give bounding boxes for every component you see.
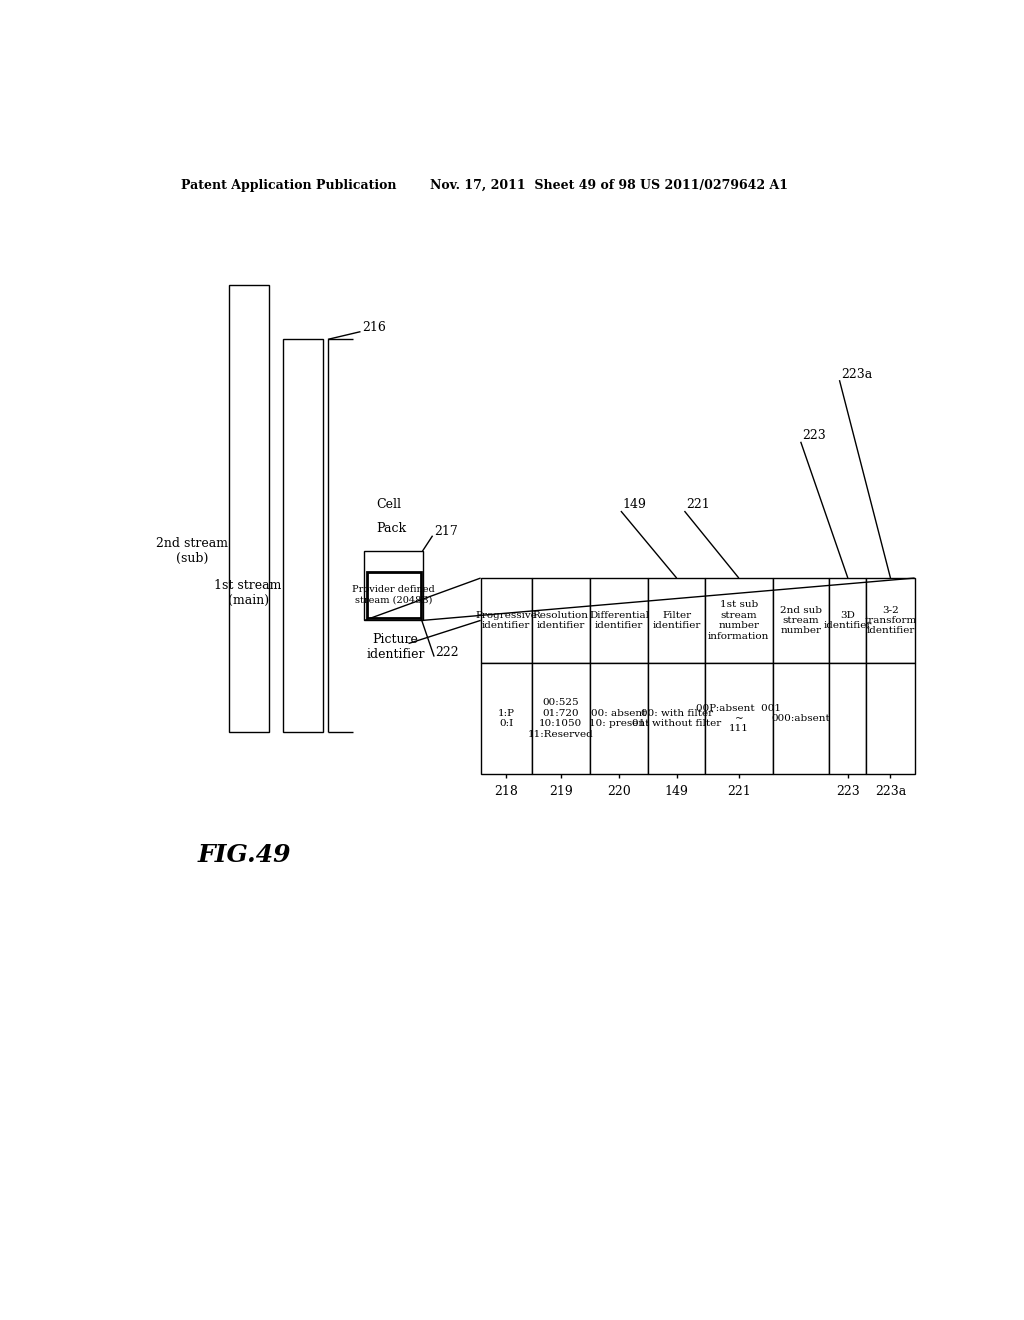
Bar: [772, 578, 829, 663]
Text: 1:P
0:I: 1:P 0:I: [498, 709, 515, 729]
Bar: [480, 578, 531, 663]
Bar: [829, 578, 866, 663]
Bar: [283, 339, 324, 733]
Text: Resolution
identifier: Resolution identifier: [532, 611, 589, 630]
Bar: [648, 663, 706, 775]
Text: 1st stream
(main): 1st stream (main): [214, 579, 282, 607]
Text: 220: 220: [607, 785, 631, 797]
Bar: [772, 663, 829, 775]
Text: Picture
identifier: Picture identifier: [367, 634, 425, 661]
Text: Filter
identifier: Filter identifier: [652, 611, 700, 630]
Text: 149: 149: [665, 785, 688, 797]
Text: 221: 221: [727, 785, 751, 797]
Bar: [706, 663, 772, 775]
Bar: [367, 572, 421, 618]
Text: 216: 216: [362, 321, 386, 334]
Bar: [365, 552, 423, 620]
Text: 3-2
transform
identifier: 3-2 transform identifier: [864, 606, 916, 635]
Text: 3D
identifier: 3D identifier: [823, 611, 872, 630]
Text: 00P:absent  001
~
111: 00P:absent 001 ~ 111: [696, 704, 781, 734]
Bar: [866, 578, 914, 663]
Text: 00: absent
10: present: 00: absent 10: present: [589, 709, 649, 729]
Bar: [648, 578, 706, 663]
Text: Patent Application Publication: Patent Application Publication: [180, 178, 396, 191]
Text: Pack: Pack: [377, 521, 407, 535]
Text: Provider defined
stream (2048B): Provider defined stream (2048B): [352, 585, 435, 605]
Text: Nov. 17, 2011  Sheet 49 of 98: Nov. 17, 2011 Sheet 49 of 98: [430, 178, 636, 191]
Text: FIG.49: FIG.49: [198, 843, 291, 867]
Bar: [829, 663, 866, 775]
Text: 223a: 223a: [874, 785, 906, 797]
Text: 223: 223: [802, 429, 826, 442]
Bar: [866, 663, 914, 775]
Text: 00: with filter
01: without filter: 00: with filter 01: without filter: [632, 709, 721, 729]
Text: Progressive
identifier: Progressive identifier: [475, 611, 538, 630]
Text: Differential
identifier: Differential identifier: [589, 611, 649, 630]
Text: 00:525
01:720
10:1050
11:Reserved: 00:525 01:720 10:1050 11:Reserved: [528, 698, 594, 739]
Bar: [590, 578, 648, 663]
Text: 223a: 223a: [841, 367, 872, 380]
Bar: [590, 663, 648, 775]
Text: Cell: Cell: [376, 499, 401, 511]
Text: 221: 221: [686, 499, 710, 511]
Text: 2nd sub
stream
number: 2nd sub stream number: [780, 606, 822, 635]
Bar: [480, 663, 531, 775]
Text: 2nd stream
(sub): 2nd stream (sub): [157, 537, 228, 565]
Text: 217: 217: [434, 525, 458, 539]
Text: 223: 223: [836, 785, 860, 797]
Text: 1st sub
stream
number
information: 1st sub stream number information: [709, 601, 769, 640]
Bar: [531, 663, 590, 775]
Bar: [228, 285, 269, 733]
Text: 222: 222: [435, 647, 460, 659]
Bar: [531, 578, 590, 663]
Text: 000:absent: 000:absent: [772, 714, 830, 723]
Bar: [706, 578, 772, 663]
Text: 219: 219: [549, 785, 572, 797]
Text: US 2011/0279642 A1: US 2011/0279642 A1: [640, 178, 787, 191]
Text: 149: 149: [623, 499, 646, 511]
Text: 218: 218: [495, 785, 518, 797]
